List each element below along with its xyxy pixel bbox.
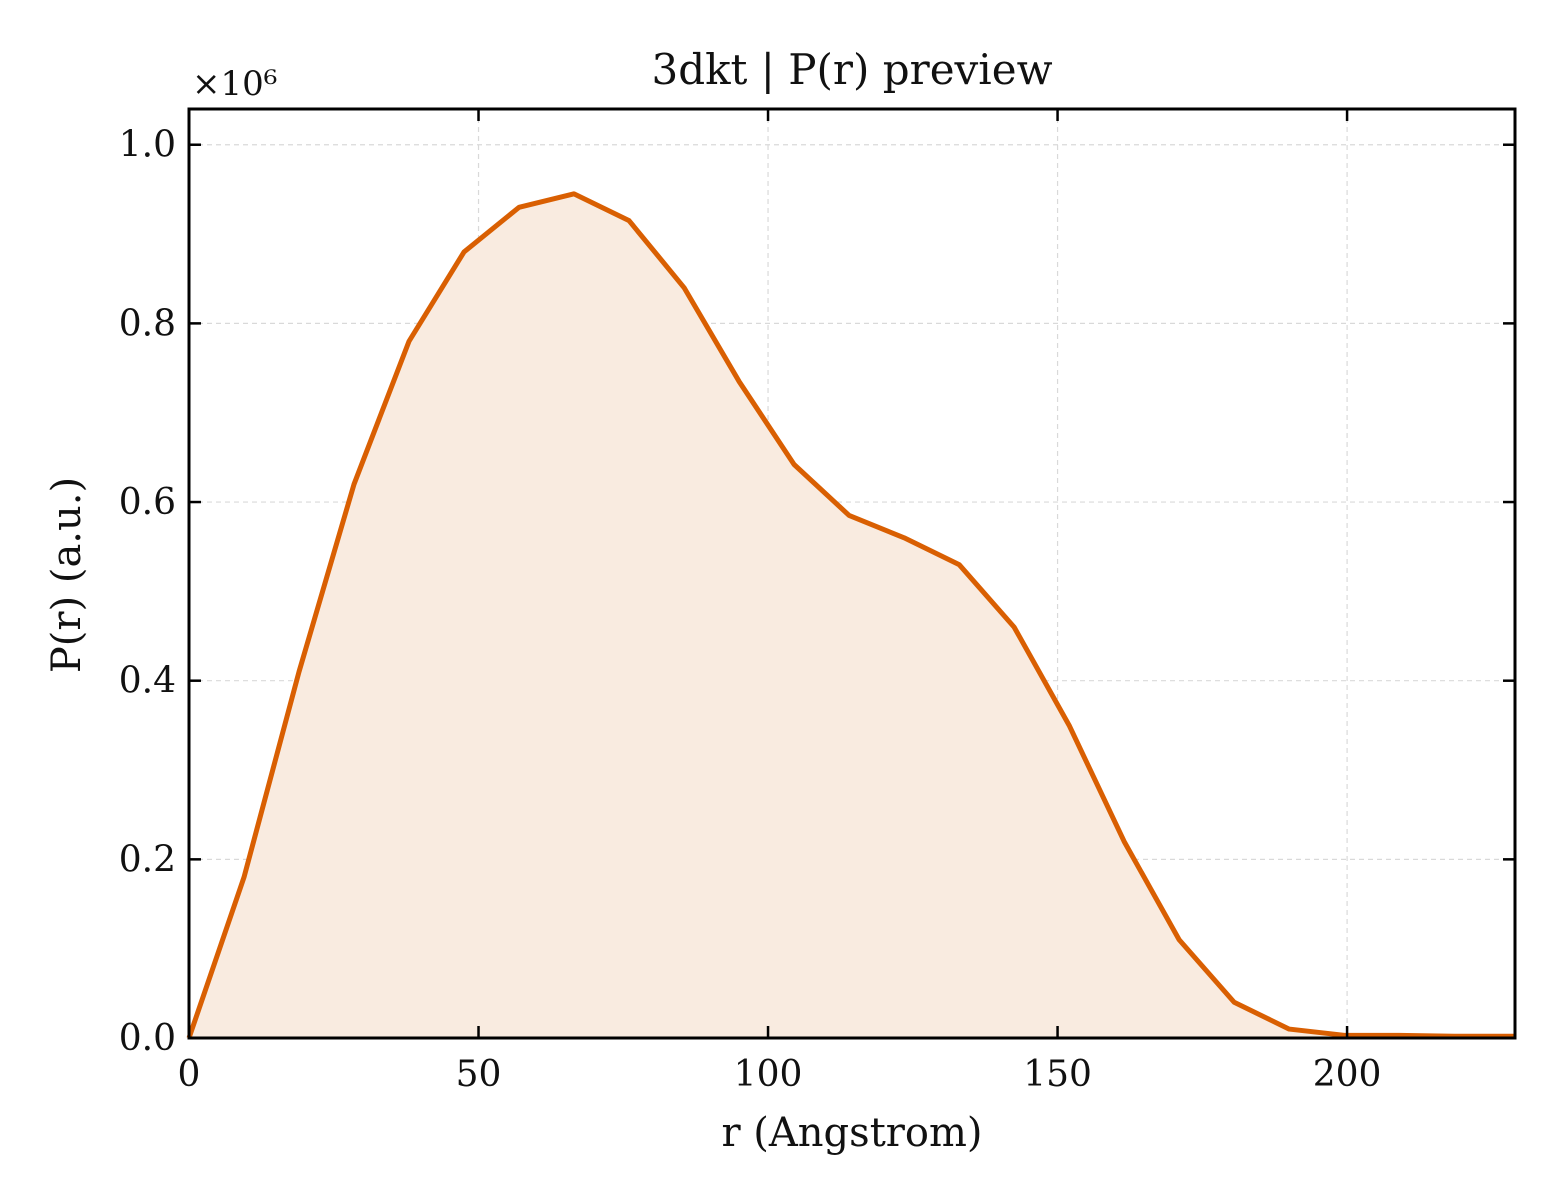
chart-title: 3dkt | P(r) preview bbox=[651, 45, 1052, 94]
y-tick-label: 0.8 bbox=[119, 303, 176, 344]
axes-frame bbox=[187, 107, 1517, 1040]
x-tick-label: 0 bbox=[178, 1054, 201, 1095]
x-tick-label: 100 bbox=[734, 1054, 803, 1095]
plot-area bbox=[186, 191, 1516, 1039]
y-tick-label: 0.2 bbox=[119, 839, 176, 880]
x-tick-label: 50 bbox=[456, 1054, 502, 1095]
area-fill bbox=[189, 193, 1515, 1039]
y-tick-label: 0.4 bbox=[119, 661, 176, 702]
x-tick-label: 200 bbox=[1313, 1054, 1382, 1095]
y-axis-label: P(r) (a.u.) bbox=[44, 477, 90, 673]
y-tick-label: 0.0 bbox=[119, 1018, 176, 1059]
y-tick-label: 0.6 bbox=[119, 482, 176, 523]
y-multiplier-label: ×10⁶ bbox=[192, 64, 277, 104]
x-axis-label: r (Angstrom) bbox=[721, 1110, 982, 1156]
x-tick-label: 150 bbox=[1023, 1054, 1092, 1095]
y-tick-label: 1.0 bbox=[119, 125, 176, 166]
ticks: 0 50 100 150 200 0.0 0.2 0.4 0.6 0.8 1.0 bbox=[119, 109, 1515, 1095]
